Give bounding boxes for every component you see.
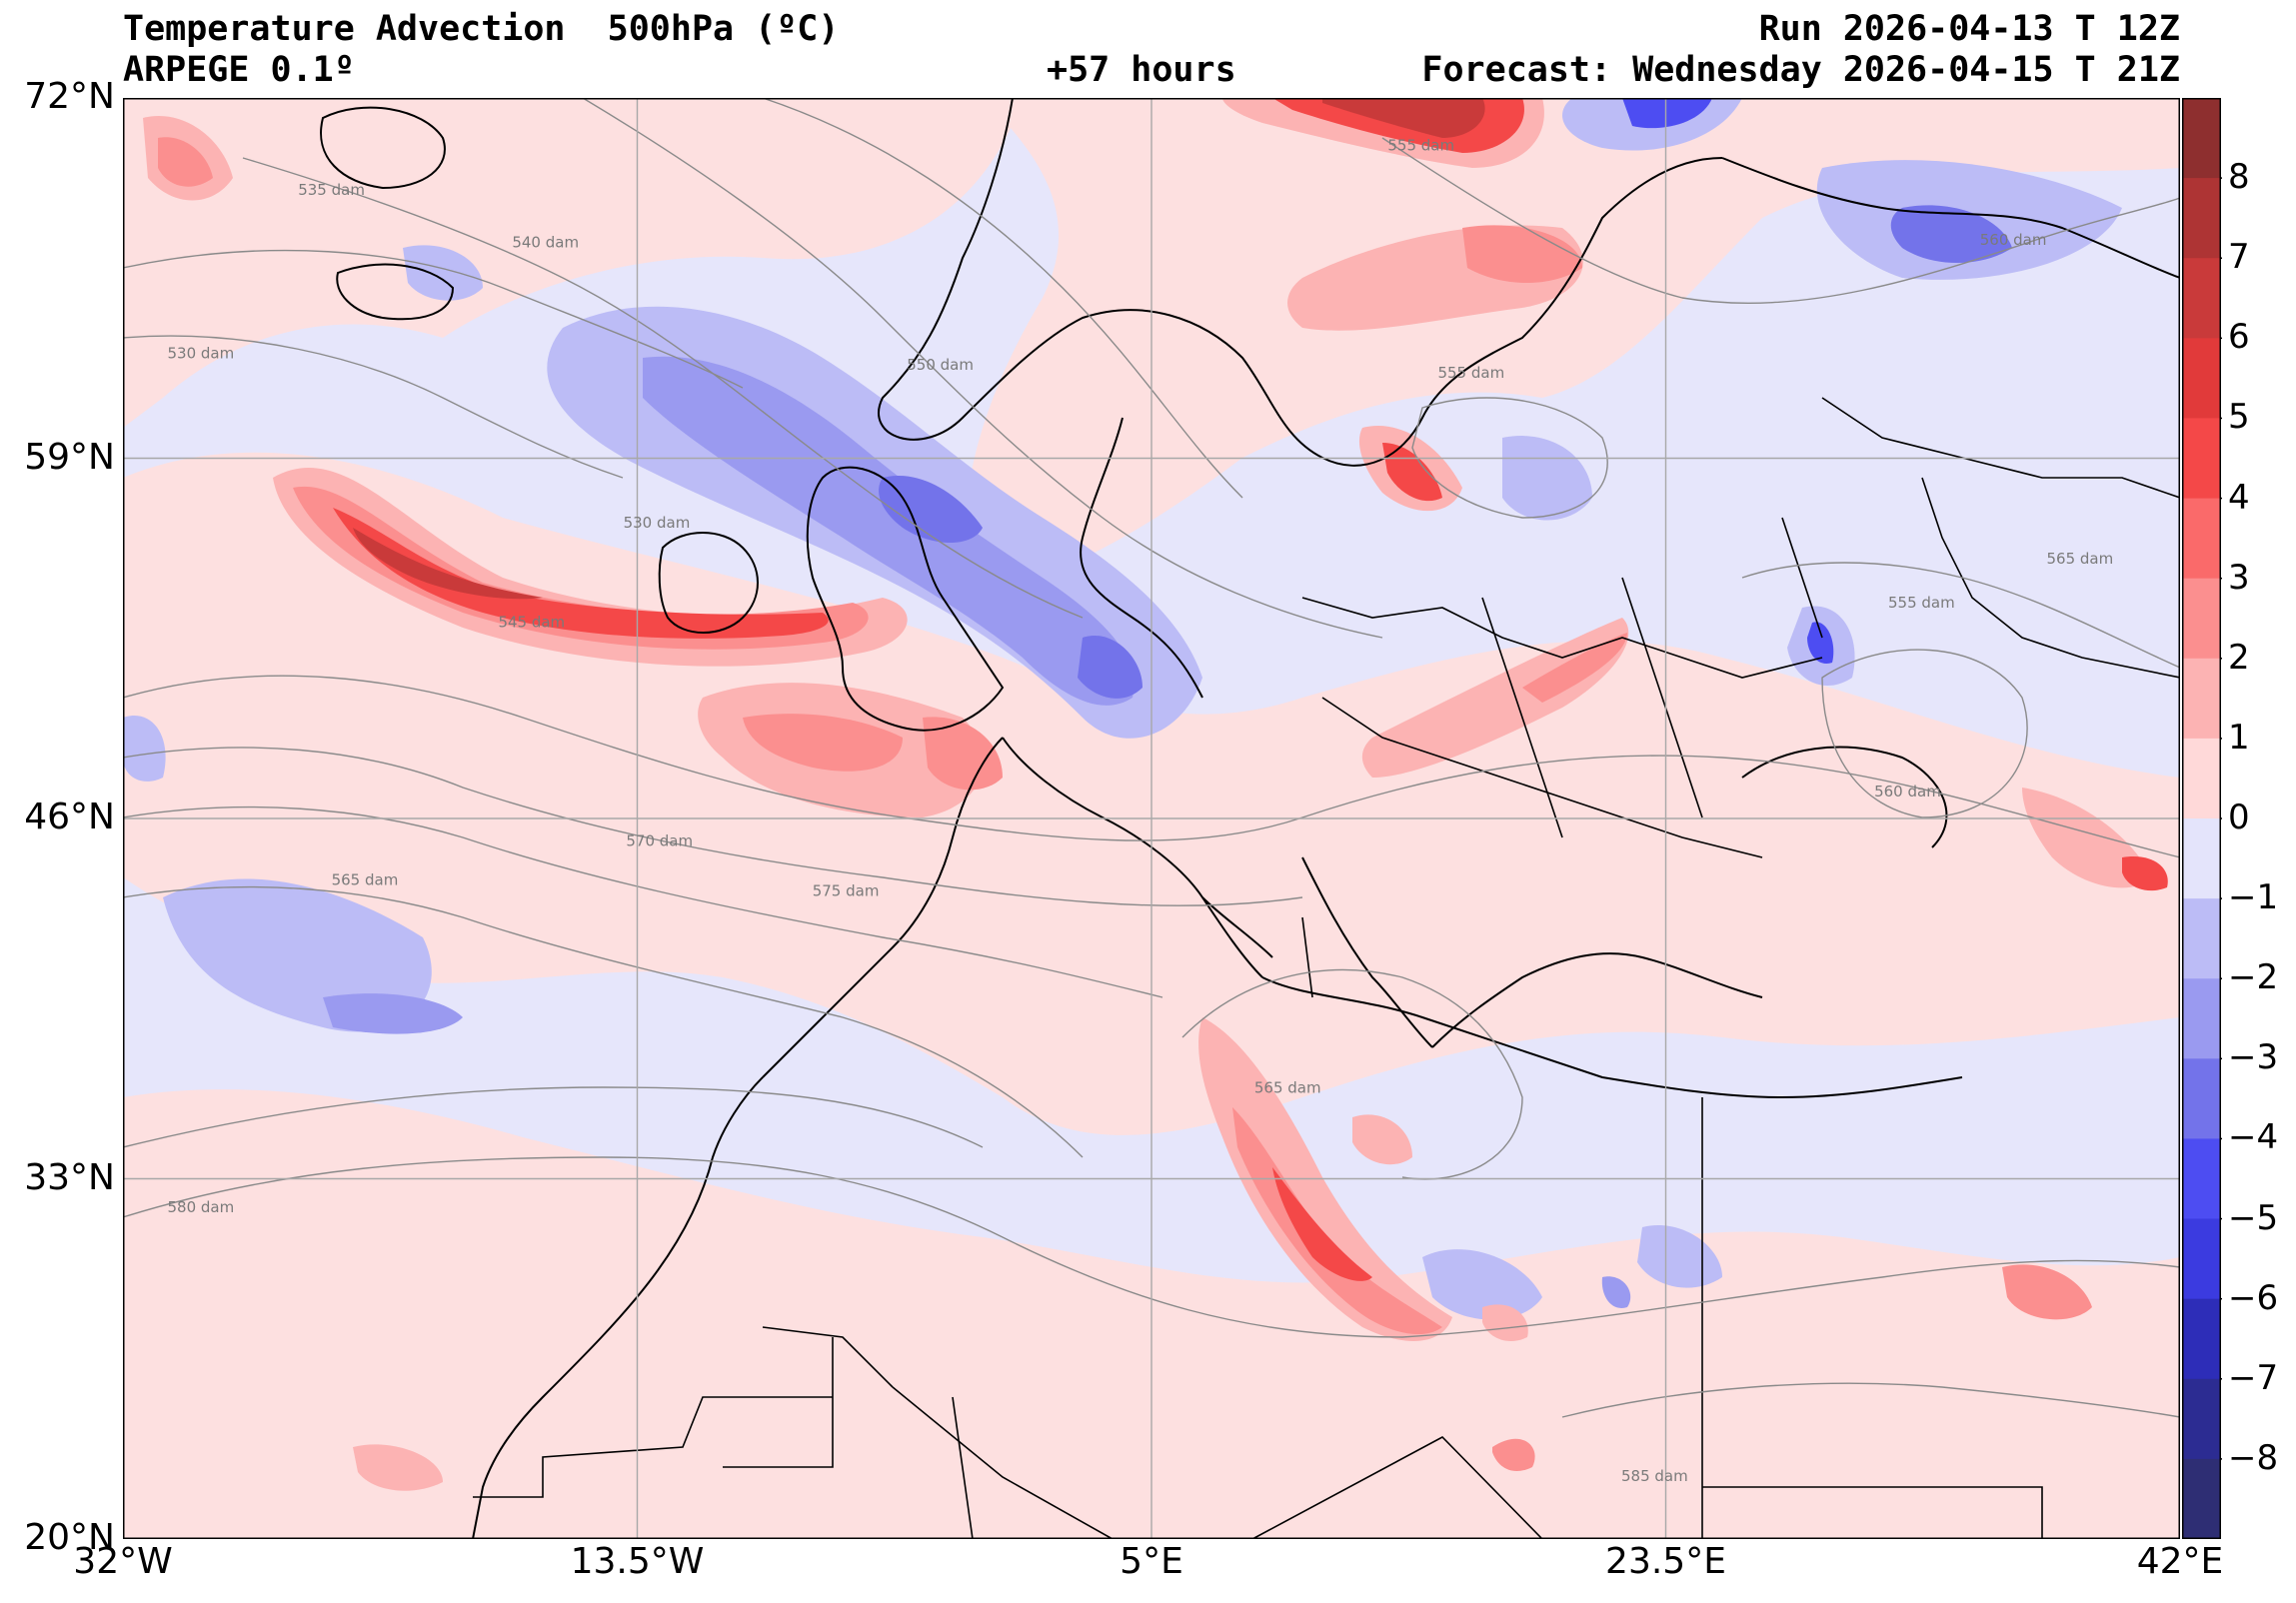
contour-label: 555 dam <box>1387 137 1454 155</box>
contour-label: 575 dam <box>813 882 880 900</box>
contour-label: 570 dam <box>626 832 693 850</box>
colorbar-segment <box>2182 258 2220 339</box>
colorbar-segment <box>2182 1298 2220 1380</box>
colorbar-tick-label: −3 <box>2228 1037 2279 1078</box>
lat-tick-label: 59°N <box>24 436 115 478</box>
lon-tick-label: 32°W <box>73 1541 173 1582</box>
colorbar-tick-label: 0 <box>2228 798 2250 837</box>
colorbar-tick-label: −7 <box>2228 1357 2279 1398</box>
colorbar-segment <box>2182 98 2220 179</box>
cold-advection-bands <box>123 98 2122 1320</box>
colorbar-segment <box>2182 818 2220 899</box>
contour-label: 530 dam <box>624 514 691 532</box>
colorbar-tick-label: −4 <box>2228 1117 2279 1158</box>
colorbar-segment <box>2182 1458 2220 1539</box>
lon-tick-label: 5°E <box>1120 1541 1183 1582</box>
colorbar-segment <box>2182 1058 2220 1139</box>
colorbar-segment <box>2182 1218 2220 1300</box>
colorbar-tick-label: 3 <box>2228 557 2250 598</box>
contour-label: 565 dam <box>332 871 399 889</box>
colorbar-tick-label: 6 <box>2228 317 2250 358</box>
colorbar-tick-label: 1 <box>2228 717 2250 758</box>
lat-tick-label: 72°N <box>24 76 115 117</box>
map-frame <box>123 98 2180 1539</box>
contour-label: 540 dam <box>512 234 579 252</box>
contour-label: 565 dam <box>1254 1079 1321 1097</box>
contour-label: 545 dam <box>498 614 565 632</box>
colorbar-segment <box>2182 978 2220 1059</box>
lead-time: +57 hours <box>1047 50 1236 90</box>
colorbar-segment <box>2182 1138 2220 1220</box>
colorbar-tick-label: 8 <box>2228 157 2250 198</box>
lon-tick-label: 13.5°W <box>570 1541 705 1582</box>
colorbar-segment <box>2182 418 2220 500</box>
colorbar-segment <box>2182 498 2220 580</box>
colorbar-tick-label: −2 <box>2228 957 2279 998</box>
warm-advection-bands <box>143 98 2168 1491</box>
colorbar-tick-label: 4 <box>2228 477 2250 518</box>
colorbar-segment <box>2182 1378 2220 1460</box>
contour-label: 555 dam <box>1437 364 1504 382</box>
lon-tick-label: 23.5°E <box>1605 1541 1726 1582</box>
lon-tick-label: 42°E <box>2136 1541 2224 1582</box>
colorbar-tick-label: 2 <box>2228 637 2250 678</box>
colorbar-segment <box>2182 338 2220 419</box>
contour-label: 585 dam <box>1621 1467 1688 1485</box>
colorbar-tick-label: 7 <box>2228 237 2250 278</box>
colorbar <box>2182 98 2222 1539</box>
model-name: ARPEGE 0.1º <box>123 50 355 90</box>
colorbar-tick-label: −5 <box>2228 1197 2279 1238</box>
colorbar-tick-label: −1 <box>2228 877 2279 918</box>
colorbar-segment <box>2182 898 2220 979</box>
graticule <box>123 98 2180 1539</box>
height-contours <box>123 98 2180 1418</box>
colorbar-segment <box>2182 178 2220 259</box>
forecast-time: Forecast: Wednesday 2026-04-15 T 21Z <box>1421 50 2180 90</box>
contour-label: 560 dam <box>1980 231 2047 249</box>
colorbar-segment <box>2182 658 2220 740</box>
lat-tick-label: 33°N <box>24 1156 115 1198</box>
country-borders <box>473 397 2180 1539</box>
lat-tick-label: 20°N <box>24 1517 115 1558</box>
contour-label: 555 dam <box>1888 594 1955 612</box>
chart-title: Temperature Advection 500hPa (ºC) <box>123 9 840 49</box>
contour-label: 530 dam <box>168 345 235 363</box>
map-panel: 535 dam 540 dam 530 dam 550 dam 530 dam 545 d… <box>123 98 2180 1539</box>
colorbar-tick-label: −8 <box>2228 1437 2279 1478</box>
contour-label: 550 dam <box>907 356 974 374</box>
contour-label: 535 dam <box>298 181 365 199</box>
coastlines <box>320 98 2180 1539</box>
colorbar-segment <box>2182 738 2220 819</box>
colorbar-tick-label: −6 <box>2228 1277 2279 1318</box>
colorbar-segment <box>2182 578 2220 660</box>
contour-labels: 535 dam 540 dam 530 dam 550 dam 530 dam 545 d… <box>168 137 2114 1485</box>
colorbar-tick-label: 5 <box>2228 397 2250 438</box>
contour-label: 565 dam <box>2047 550 2114 568</box>
contour-label: 560 dam <box>1874 783 1941 801</box>
contour-label: 580 dam <box>168 1198 235 1216</box>
run-time: Run 2026-04-13 T 12Z <box>1758 9 2180 49</box>
lat-tick-label: 46°N <box>24 797 115 837</box>
